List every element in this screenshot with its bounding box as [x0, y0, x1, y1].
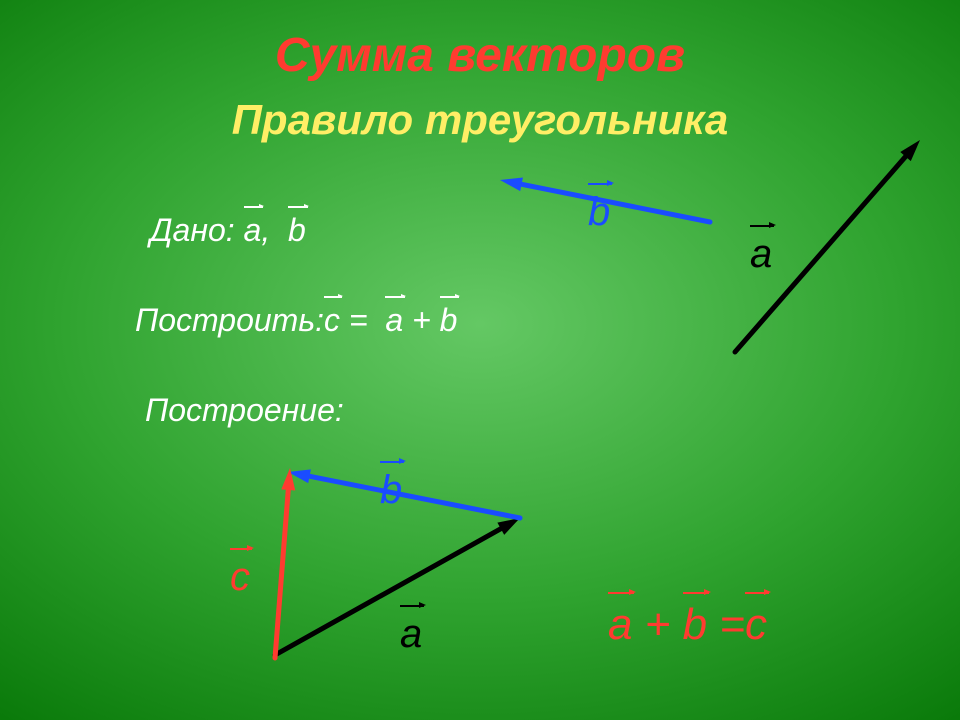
- text-given: Дано: a, b: [150, 212, 306, 249]
- lbl-c-tri: c: [230, 555, 250, 600]
- lbl-a-tri: a: [400, 612, 422, 657]
- text-layer: Дано: a, b Построить:c = a + b Построение:…: [0, 0, 960, 720]
- stage: Сумма векторов Правило треугольника Дано…: [0, 0, 960, 720]
- lbl-a-top: a: [750, 232, 772, 277]
- text-build: Построить:c = a + b: [135, 302, 457, 339]
- text-result: a + b =c: [608, 600, 767, 650]
- lbl-b-tri: b: [380, 468, 402, 513]
- text-construct: Построение:: [145, 392, 344, 429]
- lbl-b-top: b: [588, 190, 610, 235]
